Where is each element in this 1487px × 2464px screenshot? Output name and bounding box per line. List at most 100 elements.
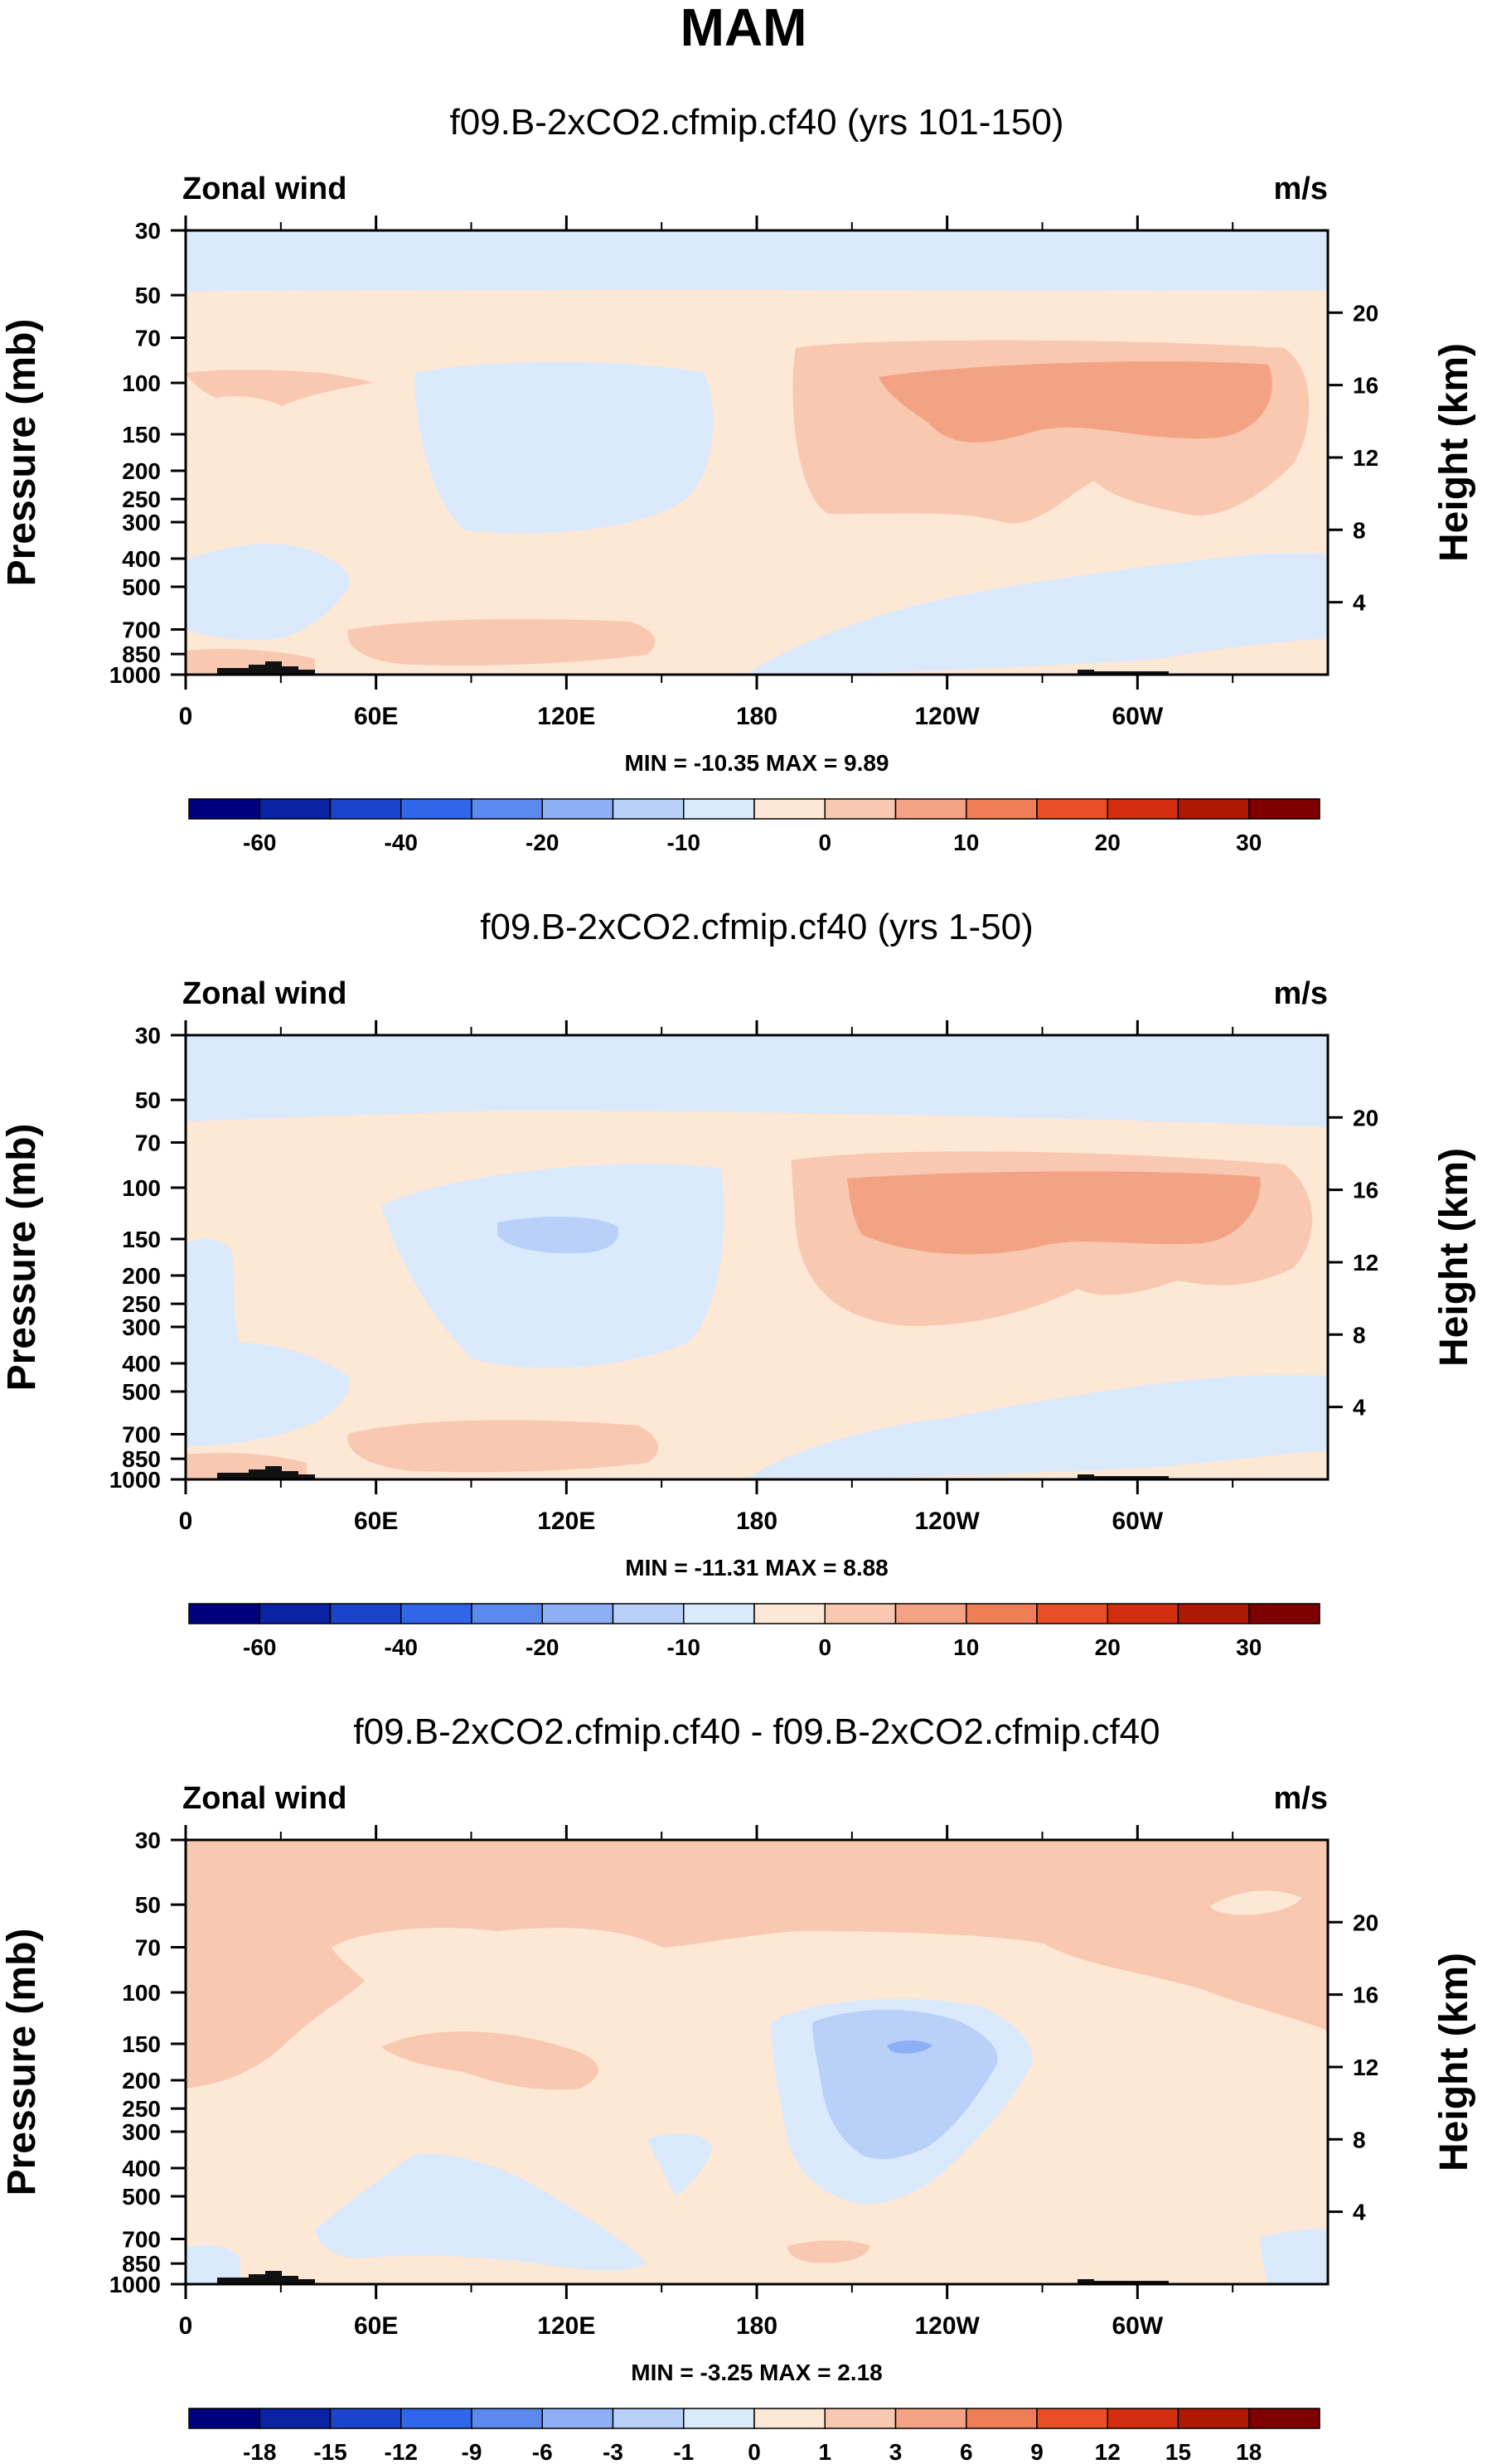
chart-panel-1: f09.B-2xCO2.cfmip.cf40 (yrs 101-150) Zon…	[0, 102, 1476, 855]
contour-easterly-core	[887, 2040, 932, 2054]
y2-tick-label: 20	[1353, 300, 1378, 326]
terrain-asia	[217, 661, 315, 675]
colorbar-label: -10	[667, 830, 700, 855]
y2-axis-label: Height (km)	[1432, 1148, 1476, 1367]
colorbar-label: 20	[1095, 830, 1121, 855]
colorbar-swatch	[1107, 798, 1179, 820]
y-tick-label: 30	[135, 1023, 161, 1048]
units-label: m/s	[1274, 976, 1328, 1011]
colorbar-label: -60	[243, 1634, 276, 1660]
contour-jet-core	[879, 361, 1272, 443]
y2-tick-label: 4	[1353, 1395, 1366, 1421]
colorbar: -60 -40 -20 -10 0 10 20 30	[188, 798, 1320, 855]
colorbar-label: -12	[385, 2439, 418, 2464]
x-tick-label: 60E	[354, 2312, 398, 2340]
contour-lower-westerly-patch	[787, 2240, 870, 2263]
y-tick-label: 300	[122, 2119, 161, 2145]
contour-surface-easterly-left	[186, 2244, 240, 2284]
colorbar-label: -3	[603, 2439, 623, 2464]
contour-field	[186, 1840, 1328, 2284]
colorbar-label: -40	[385, 830, 418, 855]
y2-tick-label: 20	[1353, 1105, 1378, 1130]
y-tick-label: 700	[122, 2226, 161, 2252]
colorbar-label: 15	[1165, 2439, 1191, 2464]
contour-surface-easterly-right	[1260, 2229, 1328, 2284]
y-tick-label: 100	[122, 1980, 161, 2006]
chart-panel-3: f09.B-2xCO2.cfmip.cf40 - f09.B-2xCO2.cfm…	[0, 1711, 1476, 2464]
contour-westerly-patch	[186, 370, 373, 406]
y2-tick-label: 12	[1353, 445, 1378, 471]
y2-tick-label: 16	[1353, 1178, 1378, 1203]
contour-westerly-tongue	[381, 2031, 598, 2090]
y-tick-label: 200	[122, 1263, 161, 1289]
y-tick-label: 150	[122, 2031, 161, 2057]
contour-lower-westerly	[347, 619, 656, 666]
colorbar-label: 10	[953, 830, 979, 855]
y-tick-label: 400	[122, 1351, 161, 1377]
colorbar-label: 6	[960, 2439, 973, 2464]
colorbar-swatch	[612, 1603, 685, 1624]
x-tick-label: 0	[179, 1508, 193, 1535]
colorbar-swatch	[1177, 2408, 1250, 2429]
x-tick-label: 60W	[1112, 1508, 1163, 1535]
y2-tick-label: 16	[1353, 373, 1378, 399]
x-tick-label: 120E	[537, 703, 595, 730]
colorbar-swatch	[1248, 1603, 1320, 1624]
contour-field	[186, 230, 1328, 675]
x-tick-label: 60W	[1112, 703, 1163, 730]
colorbar-swatch	[683, 2408, 755, 2429]
x-tick-label: 60E	[354, 1508, 398, 1535]
contour-western-easterly	[381, 1164, 724, 1368]
contour-lower-easterly-right	[746, 553, 1328, 675]
colorbar-swatch	[400, 1603, 472, 1624]
colorbar-swatch	[683, 1603, 755, 1624]
terrain-asia	[217, 1466, 315, 1479]
min-max-stats: MIN = -10.35 MAX = 9.89	[624, 750, 889, 776]
colorbar-label: 18	[1236, 2439, 1262, 2464]
colorbar-swatch	[612, 2408, 685, 2429]
y-tick-label: 1000	[109, 662, 161, 688]
contour-lower-westerly	[347, 1420, 658, 1473]
colorbar-swatch	[188, 798, 260, 820]
colorbar-swatch	[1036, 2408, 1108, 2429]
y-tick-label: 850	[122, 2251, 161, 2277]
y-tick-label: 250	[122, 2096, 161, 2122]
y-tick-label: 300	[122, 1314, 161, 1340]
colorbar-label: -9	[462, 2439, 482, 2464]
y2-tick-label: 4	[1353, 590, 1366, 616]
colorbar-swatch	[1036, 1603, 1108, 1624]
colorbar-swatch	[259, 2408, 332, 2429]
colorbar-label: 9	[1030, 2439, 1044, 2464]
colorbar-swatch	[894, 798, 967, 820]
colorbar-label: 30	[1236, 830, 1262, 855]
colorbar-swatch	[541, 798, 614, 820]
colorbar-swatch	[753, 2408, 826, 2429]
y-tick-label: 150	[122, 1227, 161, 1252]
y-tick-label: 850	[122, 641, 161, 667]
x-tick-label: 120E	[537, 1508, 595, 1535]
colorbar-swatch	[259, 798, 332, 820]
contour-upper-easterly	[186, 1035, 1328, 1127]
colorbar-swatch	[1107, 1603, 1179, 1624]
x-tick-label: 0	[179, 703, 193, 730]
colorbar-swatch	[1248, 2408, 1320, 2429]
y2-tick-label: 20	[1353, 1910, 1378, 1935]
y-tick-label: 100	[122, 370, 161, 396]
colorbar-swatch	[329, 798, 402, 820]
x-tick-label: 120E	[537, 2312, 595, 2340]
y-tick-label: 150	[122, 422, 161, 448]
colorbar: -60 -40 -20 -10 0 10 20 30	[188, 1603, 1320, 1660]
min-max-stats: MIN = -11.31 MAX = 8.88	[625, 1555, 889, 1581]
colorbar-swatch	[683, 798, 755, 820]
colorbar-label: 3	[889, 2439, 903, 2464]
contour-lower-easterly-left	[315, 2154, 647, 2271]
colorbar-label: 30	[1236, 1634, 1262, 1660]
contour-upper-easterly	[186, 230, 1328, 292]
colorbar-swatch	[966, 1603, 1038, 1624]
colorbar-swatch	[400, 798, 472, 820]
colorbar-swatch	[471, 1603, 543, 1624]
colorbar-label: -6	[532, 2439, 553, 2464]
variable-label: Zonal wind	[182, 976, 346, 1011]
colorbar-swatch	[329, 2408, 402, 2429]
